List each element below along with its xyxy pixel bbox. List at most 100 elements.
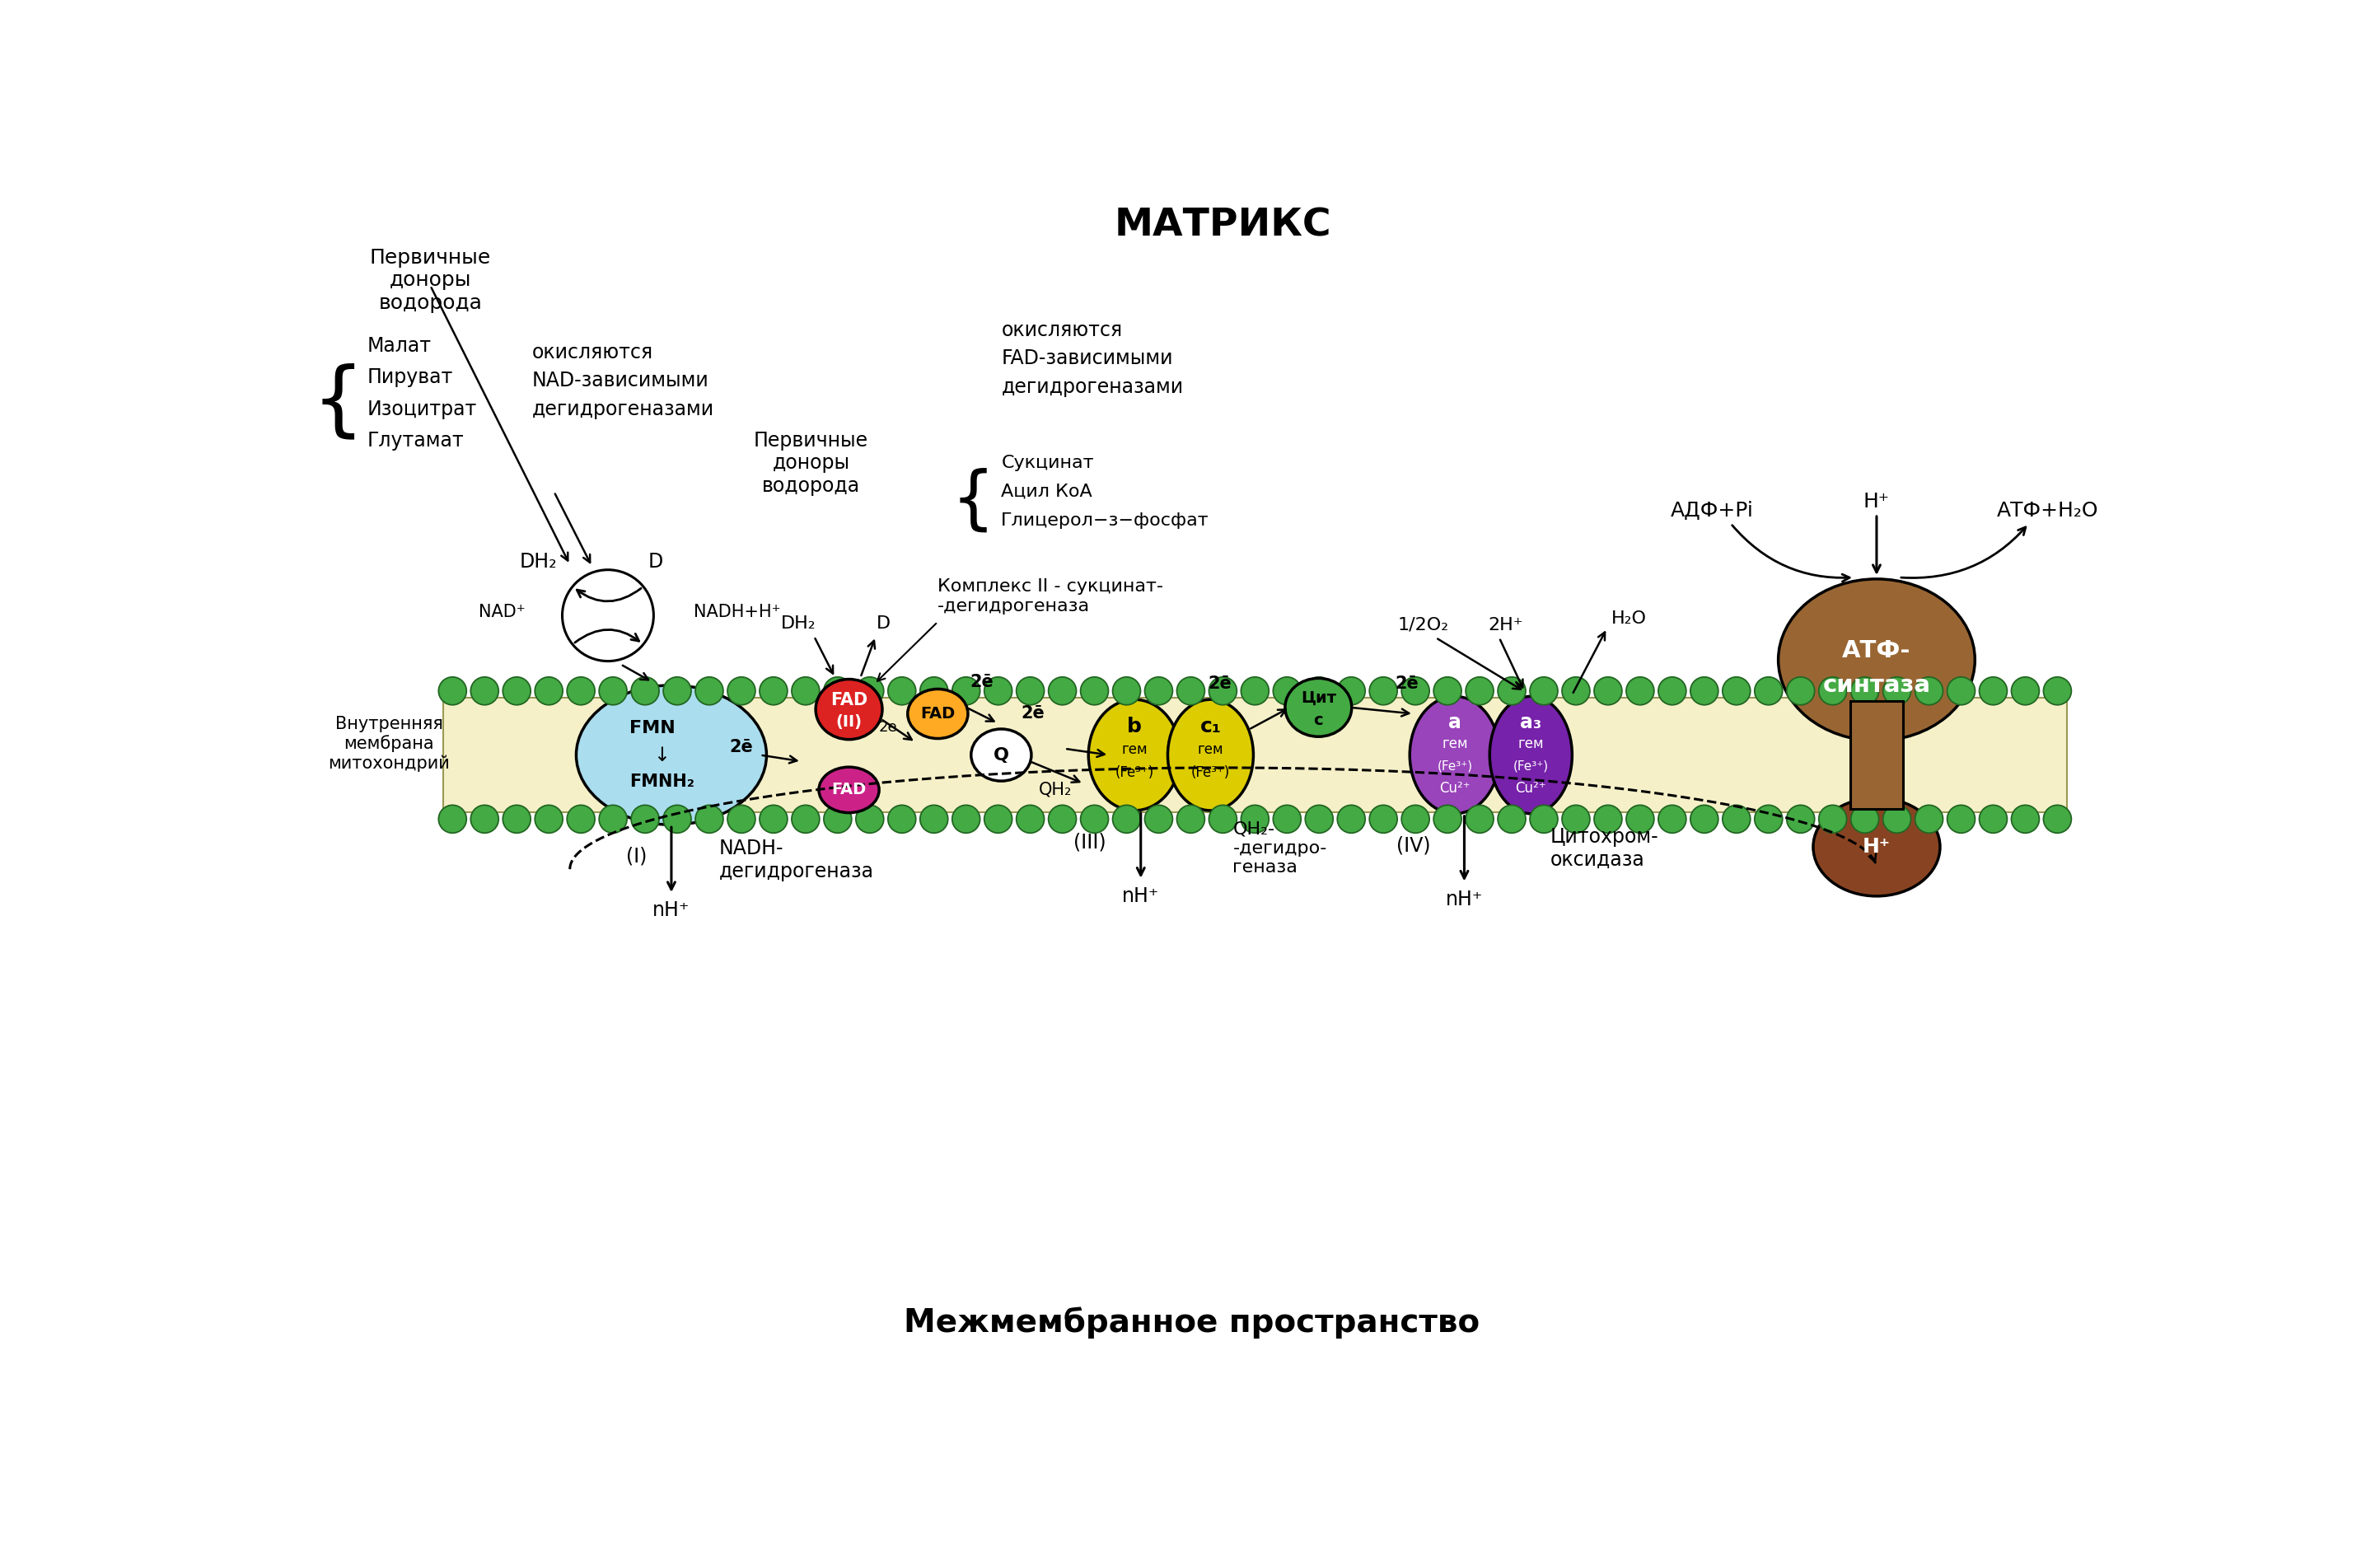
Text: 2ē: 2ē (728, 740, 752, 756)
Ellipse shape (1690, 805, 1718, 834)
Ellipse shape (793, 677, 819, 706)
Ellipse shape (566, 677, 595, 706)
Ellipse shape (1497, 677, 1526, 706)
Text: nH⁺: nH⁺ (1121, 887, 1159, 905)
Text: 1/2O₂: 1/2O₂ (1397, 617, 1449, 634)
Ellipse shape (1050, 805, 1076, 834)
Text: FAD: FAD (831, 782, 866, 798)
Ellipse shape (536, 805, 562, 834)
Text: H⁺: H⁺ (1864, 492, 1890, 510)
Text: (Fe³⁺): (Fe³⁺) (1514, 760, 1549, 773)
Ellipse shape (1852, 805, 1878, 834)
Text: Внутренняя
мембрана
митохондрий: Внутренняя мембрана митохондрий (328, 715, 450, 771)
Text: D: D (647, 551, 664, 571)
Ellipse shape (1240, 677, 1269, 706)
Ellipse shape (1980, 677, 2006, 706)
Ellipse shape (1338, 805, 1366, 834)
Ellipse shape (2044, 805, 2071, 834)
Ellipse shape (1690, 677, 1718, 706)
Ellipse shape (438, 677, 466, 706)
Text: Комплекс II - сукцинат-
-дегидрогеназа: Комплекс II - сукцинат- -дегидрогеназа (938, 579, 1164, 613)
Ellipse shape (1883, 677, 1911, 706)
Ellipse shape (1595, 677, 1623, 706)
Ellipse shape (728, 805, 754, 834)
Ellipse shape (1659, 805, 1685, 834)
Ellipse shape (438, 805, 466, 834)
Text: H₂O: H₂O (1611, 610, 1647, 628)
Ellipse shape (1368, 805, 1397, 834)
Text: a: a (1449, 712, 1461, 732)
Ellipse shape (1016, 805, 1045, 834)
Text: синтаза: синтаза (1823, 674, 1930, 696)
Text: Цит: Цит (1302, 690, 1335, 706)
Ellipse shape (1145, 677, 1173, 706)
Ellipse shape (888, 677, 916, 706)
Text: АТФ-: АТФ- (1842, 638, 1911, 662)
Ellipse shape (823, 805, 852, 834)
Text: (III): (III) (1073, 832, 1107, 852)
Text: 2ē: 2ē (1021, 706, 1045, 723)
Text: Пируват: Пируват (367, 368, 452, 387)
Ellipse shape (1240, 805, 1269, 834)
Ellipse shape (1787, 677, 1814, 706)
Text: nH⁺: nH⁺ (1445, 890, 1483, 909)
Ellipse shape (1916, 805, 1942, 834)
Ellipse shape (1626, 677, 1654, 706)
Ellipse shape (1304, 677, 1333, 706)
Text: дегидрогеназами: дегидрогеназами (1002, 378, 1183, 396)
Text: (II): (II) (835, 715, 862, 731)
Text: МАТРИКС: МАТРИКС (1114, 208, 1333, 244)
Ellipse shape (1723, 677, 1749, 706)
Ellipse shape (1409, 696, 1499, 813)
Text: Cu²⁺: Cu²⁺ (1516, 780, 1547, 796)
Text: FMN: FMN (628, 720, 676, 737)
Ellipse shape (1916, 677, 1942, 706)
Text: NAD-зависимыми: NAD-зависимыми (531, 372, 709, 390)
Ellipse shape (1111, 677, 1140, 706)
Text: Cu²⁺: Cu²⁺ (1440, 780, 1471, 796)
Bar (1849, 701, 1904, 809)
Ellipse shape (695, 677, 724, 706)
Ellipse shape (631, 805, 659, 834)
Ellipse shape (1402, 805, 1430, 834)
Text: FAD: FAD (831, 692, 869, 709)
Text: nH⁺: nH⁺ (652, 901, 690, 921)
Ellipse shape (759, 805, 788, 834)
Ellipse shape (502, 677, 531, 706)
Ellipse shape (1338, 677, 1366, 706)
Ellipse shape (1561, 805, 1590, 834)
Ellipse shape (952, 805, 981, 834)
Text: H⁺: H⁺ (1864, 837, 1890, 857)
Text: АТФ+H₂O: АТФ+H₂O (1997, 501, 2099, 521)
Ellipse shape (1818, 805, 1847, 834)
Text: (Fe³⁺): (Fe³⁺) (1438, 760, 1473, 773)
Ellipse shape (1273, 805, 1302, 834)
Text: b: b (1128, 716, 1142, 737)
Text: Глицерол−з−фосфат: Глицерол−з−фосфат (1002, 512, 1209, 529)
Text: (Fe³⁺): (Fe³⁺) (1114, 765, 1154, 780)
Ellipse shape (664, 677, 690, 706)
Text: NADH-
дегидрогеназа: NADH- дегидрогеназа (719, 838, 873, 880)
Text: гем: гем (1197, 743, 1223, 757)
Ellipse shape (1754, 805, 1783, 834)
Ellipse shape (1111, 805, 1140, 834)
Text: Ацил КоА: Ацил КоА (1002, 484, 1092, 500)
Ellipse shape (921, 677, 947, 706)
Ellipse shape (1659, 677, 1685, 706)
Text: {: { (312, 364, 364, 443)
Ellipse shape (631, 677, 659, 706)
Ellipse shape (1530, 805, 1559, 834)
Text: FAD: FAD (921, 706, 954, 721)
Ellipse shape (1081, 805, 1109, 834)
Text: FMNH₂: FMNH₂ (628, 773, 695, 790)
Text: Первичные
доноры
водорода: Первичные доноры водорода (754, 431, 869, 496)
Ellipse shape (1787, 805, 1814, 834)
Ellipse shape (1209, 805, 1238, 834)
Ellipse shape (1466, 677, 1495, 706)
Text: гем: гем (1442, 737, 1468, 751)
Ellipse shape (1561, 677, 1590, 706)
Ellipse shape (952, 677, 981, 706)
Ellipse shape (971, 729, 1031, 780)
Ellipse shape (1980, 805, 2006, 834)
Ellipse shape (819, 766, 878, 813)
